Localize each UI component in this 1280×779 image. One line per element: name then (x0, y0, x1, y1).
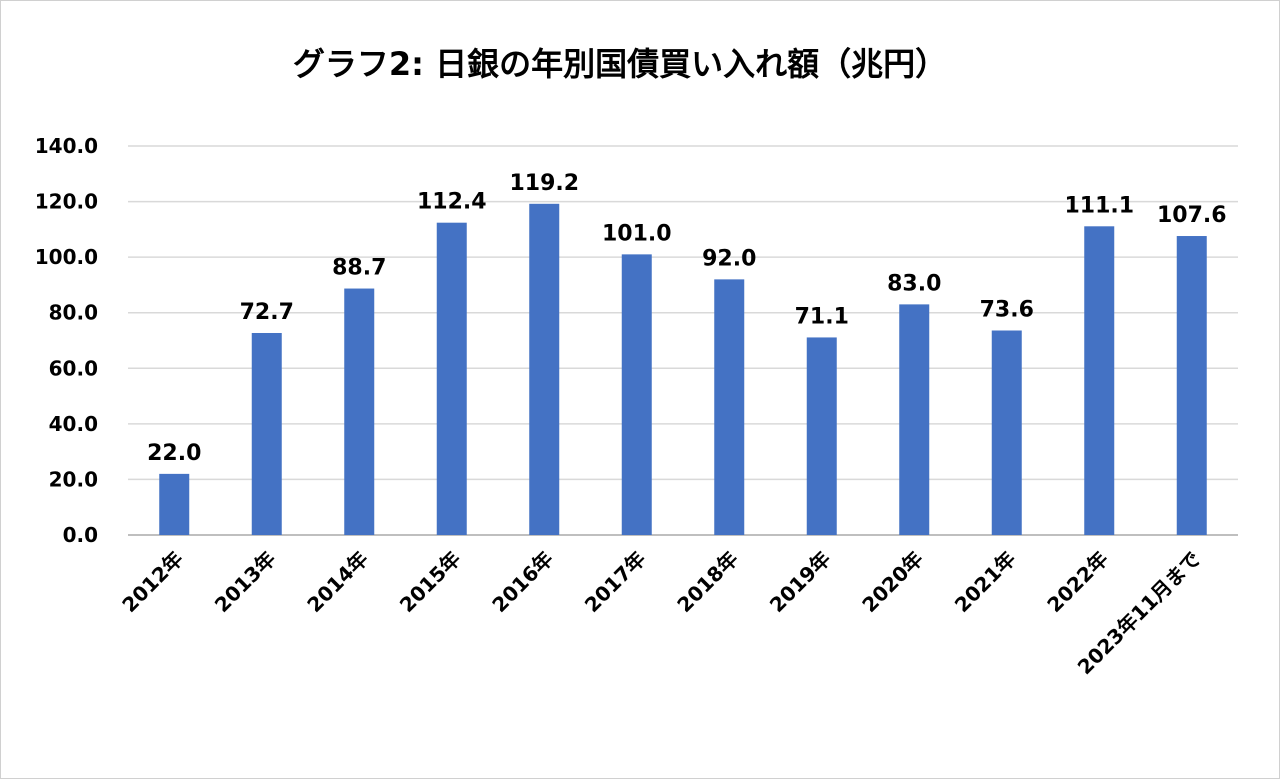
bar (899, 304, 930, 535)
bar (251, 332, 282, 535)
bar (529, 203, 560, 535)
y-tick-label: 120.0 (35, 190, 98, 214)
bar (344, 288, 375, 535)
y-tick-label: 60.0 (49, 356, 98, 380)
bar (436, 222, 467, 535)
bar (1084, 226, 1115, 535)
data-label: 92.0 (702, 246, 756, 271)
y-tick-label: 20.0 (49, 467, 98, 491)
y-tick-label: 40.0 (49, 412, 98, 436)
data-label: 72.7 (240, 300, 294, 325)
data-label: 88.7 (332, 256, 386, 281)
chart-title: グラフ2: 日銀の年別国債買い入れ額（兆円） (293, 45, 947, 83)
x-tick-label: 2021年 (950, 547, 1020, 617)
bar (621, 254, 652, 535)
x-tick-label: 2017年 (580, 547, 650, 617)
data-label: 111.1 (1064, 193, 1134, 218)
x-tick-label: 2015年 (395, 547, 465, 617)
data-label: 22.0 (147, 441, 201, 466)
x-tick-label: 2012年 (117, 547, 187, 617)
x-tick-label: 2014年 (302, 547, 372, 617)
data-label: 71.1 (795, 304, 849, 329)
data-label: 83.0 (887, 271, 941, 296)
x-tick-label: 2018年 (672, 547, 742, 617)
bar (806, 337, 837, 535)
bar (714, 279, 745, 535)
data-label: 73.6 (980, 297, 1034, 322)
data-label: 112.4 (417, 190, 487, 215)
bar (159, 473, 190, 535)
bar (991, 330, 1022, 535)
data-label: 107.6 (1157, 203, 1227, 228)
x-tick-label: 2020年 (857, 547, 927, 617)
y-tick-label: 0.0 (63, 523, 98, 547)
bar (1176, 236, 1207, 536)
data-label: 119.2 (509, 171, 579, 196)
y-tick-label: 100.0 (35, 245, 98, 269)
x-tick-label: 2019年 (765, 547, 835, 617)
x-tick-label: 2022年 (1042, 547, 1112, 617)
y-tick-label: 140.0 (35, 134, 98, 158)
data-label: 101.0 (602, 221, 672, 246)
x-tick-label: 2016年 (487, 547, 557, 617)
y-tick-label: 80.0 (49, 301, 98, 325)
x-tick-label: 2013年 (210, 547, 280, 617)
